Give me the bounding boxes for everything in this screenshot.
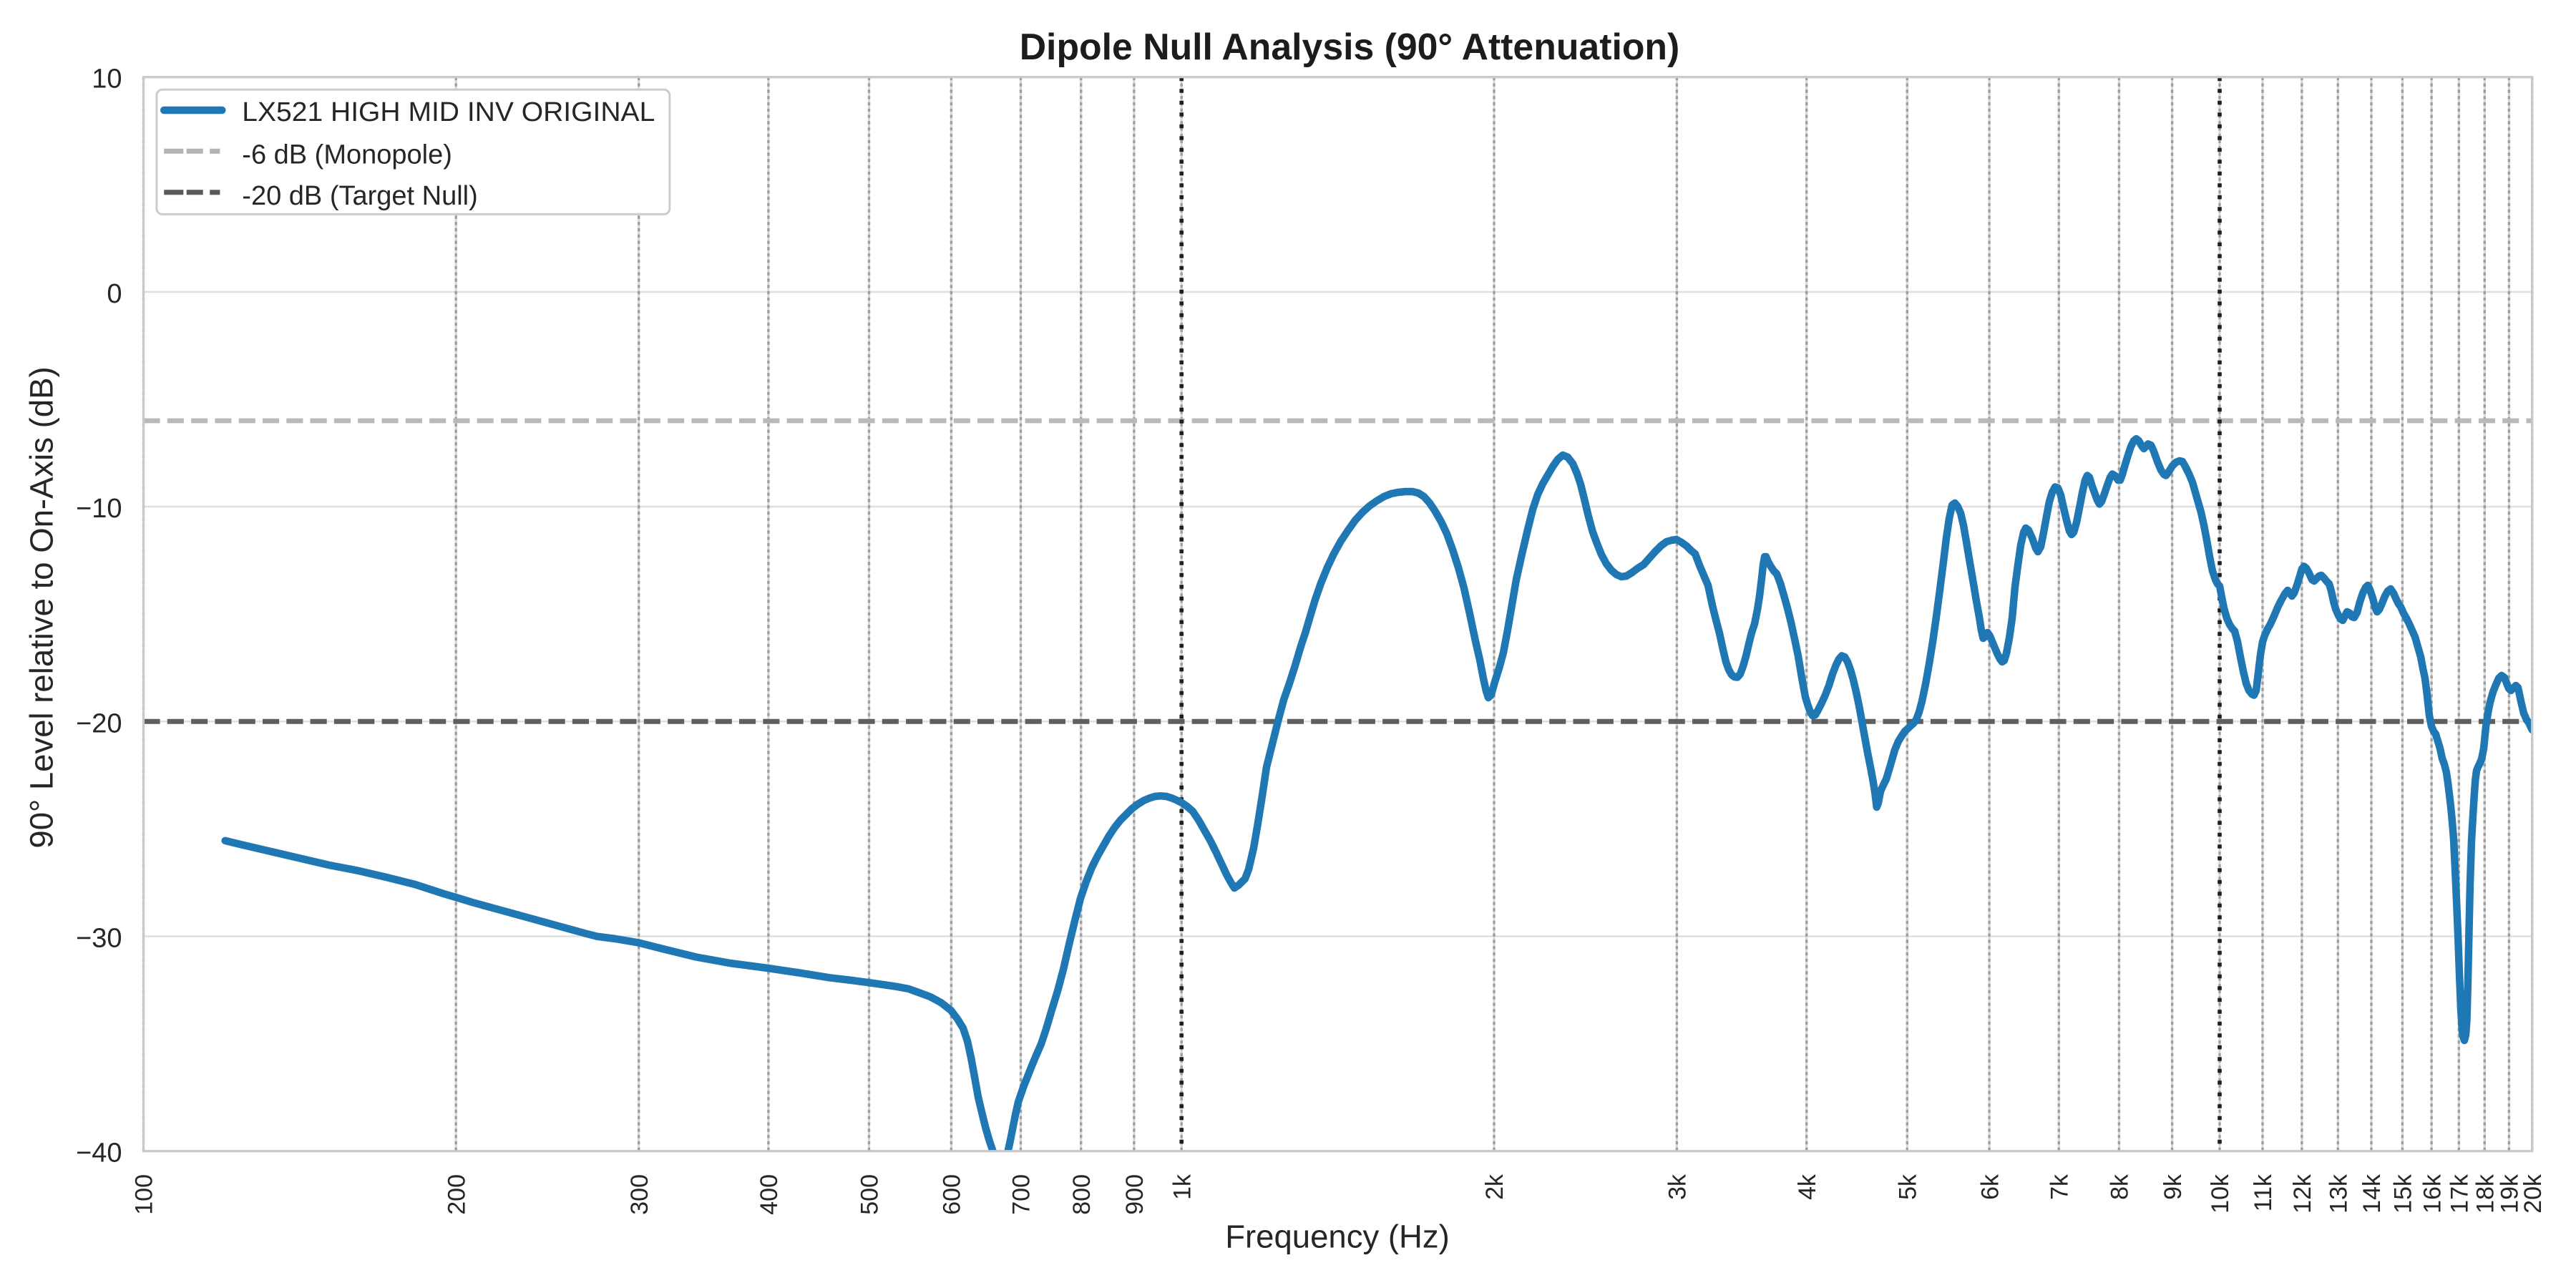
- svg-text:−10: −10: [76, 494, 122, 524]
- svg-text:800: 800: [1068, 1174, 1096, 1215]
- svg-text:0: 0: [107, 279, 122, 309]
- svg-text:17k: 17k: [2446, 1174, 2474, 1214]
- svg-text:9k: 9k: [2160, 1174, 2187, 1200]
- svg-text:12k: 12k: [2289, 1174, 2316, 1214]
- svg-text:7k: 7k: [2046, 1174, 2074, 1200]
- svg-text:8k: 8k: [2107, 1174, 2134, 1200]
- svg-text:-6 dB (Monopole): -6 dB (Monopole): [242, 140, 452, 170]
- svg-text:6k: 6k: [1976, 1174, 2004, 1200]
- svg-text:10k: 10k: [2207, 1174, 2234, 1214]
- svg-text:500: 500: [857, 1174, 884, 1215]
- svg-text:200: 200: [443, 1174, 470, 1215]
- svg-text:4k: 4k: [1794, 1174, 1821, 1200]
- svg-text:14k: 14k: [2358, 1174, 2386, 1214]
- svg-text:-20 dB (Target Null): -20 dB (Target Null): [242, 181, 477, 211]
- svg-text:−20: −20: [76, 708, 122, 738]
- svg-text:2k: 2k: [1481, 1174, 1508, 1200]
- svg-text:LX521 HIGH MID INV ORIGINAL: LX521 HIGH MID INV ORIGINAL: [242, 97, 655, 127]
- svg-text:Dipole Null Analysis (90° Atte: Dipole Null Analysis (90° Attenuation): [1020, 26, 1680, 68]
- svg-text:18k: 18k: [2472, 1174, 2499, 1214]
- svg-text:900: 900: [1121, 1174, 1148, 1215]
- svg-text:5k: 5k: [1895, 1174, 1922, 1200]
- svg-text:90° Level relative to On-Axis: 90° Level relative to On-Axis (dB): [24, 366, 60, 848]
- svg-text:10: 10: [92, 64, 122, 94]
- svg-text:400: 400: [756, 1174, 783, 1215]
- svg-text:−40: −40: [76, 1138, 122, 1169]
- svg-text:11k: 11k: [2250, 1174, 2277, 1211]
- svg-text:3k: 3k: [1664, 1174, 1692, 1200]
- svg-text:20k: 20k: [2519, 1174, 2547, 1214]
- svg-text:600: 600: [939, 1174, 966, 1215]
- svg-text:19k: 19k: [2497, 1174, 2524, 1214]
- svg-text:Frequency (Hz): Frequency (Hz): [1225, 1219, 1450, 1255]
- svg-text:1k: 1k: [1169, 1174, 1196, 1200]
- svg-text:−30: −30: [76, 924, 122, 954]
- svg-text:16k: 16k: [2419, 1174, 2446, 1214]
- svg-text:100: 100: [131, 1174, 158, 1215]
- svg-text:13k: 13k: [2326, 1174, 2353, 1214]
- svg-text:700: 700: [1008, 1174, 1035, 1215]
- svg-text:15k: 15k: [2390, 1174, 2417, 1214]
- svg-text:300: 300: [626, 1174, 653, 1215]
